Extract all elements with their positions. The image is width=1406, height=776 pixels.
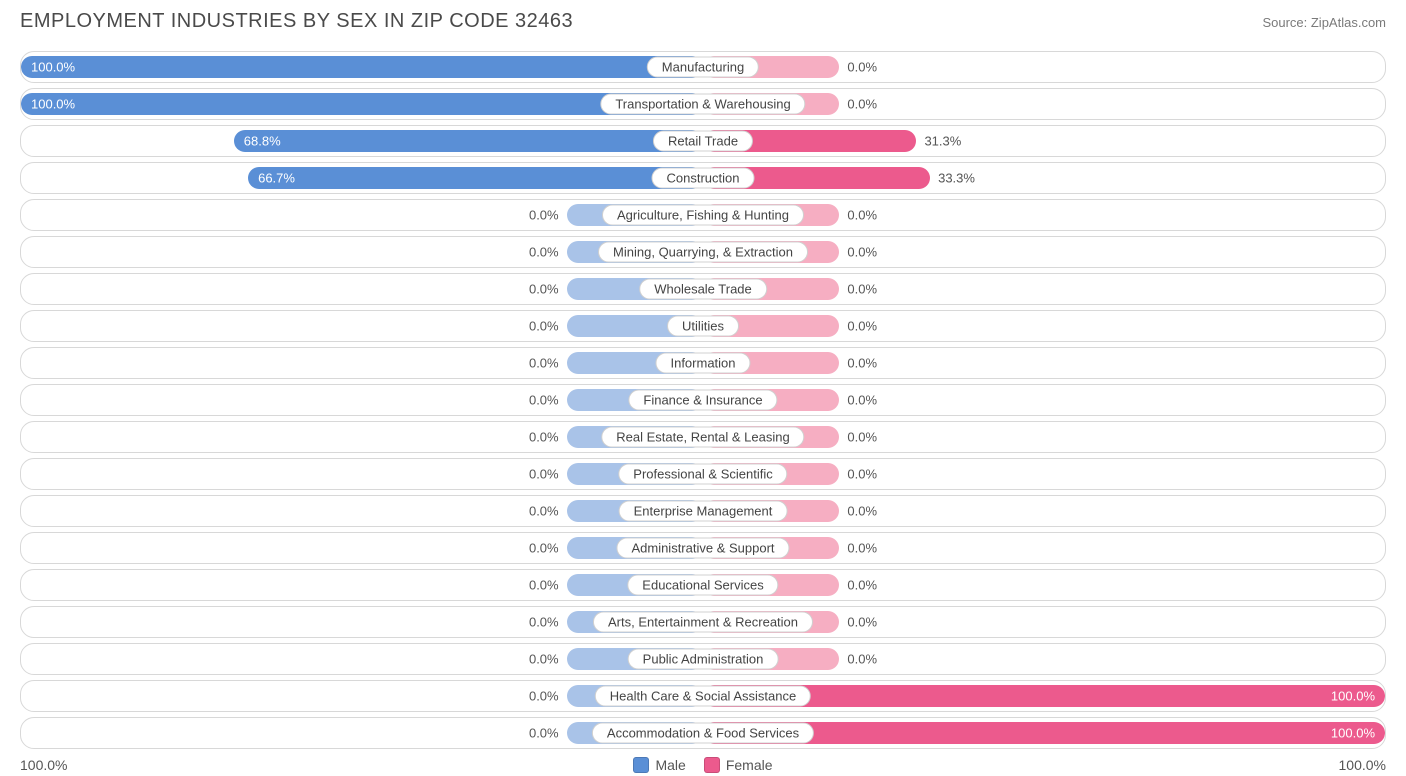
chart-row: 0.0% 0.0% Real Estate, Rental & Leasing: [20, 421, 1386, 453]
chart-row: 0.0% 0.0% Mining, Quarrying, & Extraction: [20, 236, 1386, 268]
category-label: Real Estate, Rental & Leasing: [601, 427, 804, 448]
male-pct-label: 0.0%: [529, 504, 559, 519]
category-label: Health Care & Social Assistance: [595, 686, 811, 707]
female-pct-label: 0.0%: [847, 282, 877, 297]
female-pct-label: 0.0%: [847, 60, 877, 75]
male-pct-label: 0.0%: [529, 208, 559, 223]
female-pct-label: 0.0%: [847, 541, 877, 556]
chart-row: 0.0% 0.0% Public Administration: [20, 643, 1386, 675]
legend-item-female: Female: [704, 757, 773, 773]
male-pct-label: 0.0%: [529, 467, 559, 482]
female-pct-label: 0.0%: [847, 393, 877, 408]
male-pct-label: 0.0%: [529, 282, 559, 297]
male-bar: [248, 167, 703, 189]
category-label: Finance & Insurance: [628, 390, 777, 411]
category-label: Enterprise Management: [619, 501, 788, 522]
female-pct-label: 0.0%: [847, 578, 877, 593]
chart-header: EMPLOYMENT INDUSTRIES BY SEX IN ZIP CODE…: [20, 10, 1386, 33]
female-pct-label: 100.0%: [1331, 689, 1375, 704]
male-pct-label: 0.0%: [529, 541, 559, 556]
category-label: Educational Services: [627, 575, 778, 596]
chart-row: 0.0% 100.0% Accommodation & Food Services: [20, 717, 1386, 749]
chart-row: 100.0% 0.0% Transportation & Warehousing: [20, 88, 1386, 120]
category-label: Retail Trade: [653, 131, 753, 152]
male-pct-label: 0.0%: [529, 652, 559, 667]
chart-row: 0.0% 0.0% Professional & Scientific: [20, 458, 1386, 490]
chart-row: 66.7% 33.3% Construction: [20, 162, 1386, 194]
category-label: Administrative & Support: [616, 538, 789, 559]
female-pct-label: 31.3%: [924, 134, 961, 149]
chart-row: 100.0% 0.0% Manufacturing: [20, 51, 1386, 83]
legend: Male Female: [633, 757, 772, 773]
category-label: Accommodation & Food Services: [592, 723, 814, 744]
chart-row: 0.0% 0.0% Information: [20, 347, 1386, 379]
category-label: Mining, Quarrying, & Extraction: [598, 242, 808, 263]
category-label: Utilities: [667, 316, 739, 337]
female-pct-label: 33.3%: [938, 171, 975, 186]
female-pct-label: 0.0%: [847, 504, 877, 519]
male-pct-label: 0.0%: [529, 430, 559, 445]
male-pct-label: 68.8%: [244, 134, 281, 149]
chart-row: 0.0% 0.0% Administrative & Support: [20, 532, 1386, 564]
category-label: Public Administration: [628, 649, 779, 670]
male-bar: [234, 130, 703, 152]
category-label: Information: [655, 353, 750, 374]
female-pct-label: 0.0%: [847, 245, 877, 260]
category-label: Professional & Scientific: [618, 464, 787, 485]
legend-male-label: Male: [655, 757, 685, 773]
male-pct-label: 0.0%: [529, 689, 559, 704]
male-pct-label: 0.0%: [529, 393, 559, 408]
female-pct-label: 100.0%: [1331, 726, 1375, 741]
category-label: Agriculture, Fishing & Hunting: [602, 205, 804, 226]
female-pct-label: 0.0%: [847, 319, 877, 334]
male-pct-label: 0.0%: [529, 356, 559, 371]
chart-row: 0.0% 0.0% Educational Services: [20, 569, 1386, 601]
male-pct-label: 100.0%: [31, 97, 75, 112]
male-pct-label: 66.7%: [258, 171, 295, 186]
axis-right-label: 100.0%: [1339, 757, 1386, 773]
chart-row: 0.0% 0.0% Wholesale Trade: [20, 273, 1386, 305]
chart-row: 0.0% 0.0% Enterprise Management: [20, 495, 1386, 527]
male-pct-label: 0.0%: [529, 578, 559, 593]
female-pct-label: 0.0%: [847, 652, 877, 667]
male-bar: [21, 56, 703, 78]
chart-footer: 100.0% Male Female 100.0%: [20, 757, 1386, 773]
male-pct-label: 0.0%: [529, 726, 559, 741]
legend-female-label: Female: [726, 757, 773, 773]
female-pct-label: 0.0%: [847, 208, 877, 223]
chart-row: 0.0% 0.0% Arts, Entertainment & Recreation: [20, 606, 1386, 638]
chart-title: EMPLOYMENT INDUSTRIES BY SEX IN ZIP CODE…: [20, 10, 573, 33]
chart-row: 0.0% 0.0% Finance & Insurance: [20, 384, 1386, 416]
chart-row: 0.0% 0.0% Utilities: [20, 310, 1386, 342]
female-pct-label: 0.0%: [847, 97, 877, 112]
female-swatch-icon: [704, 757, 720, 773]
female-pct-label: 0.0%: [847, 615, 877, 630]
category-label: Arts, Entertainment & Recreation: [593, 612, 813, 633]
chart-row: 0.0% 100.0% Health Care & Social Assistanc…: [20, 680, 1386, 712]
axis-left-label: 100.0%: [20, 757, 67, 773]
chart-body: 100.0% 0.0% Manufacturing 100.0% 0.0% Transpo…: [20, 51, 1386, 749]
chart-row: 0.0% 0.0% Agriculture, Fishing & Hunting: [20, 199, 1386, 231]
category-label: Wholesale Trade: [639, 279, 767, 300]
male-pct-label: 0.0%: [529, 319, 559, 334]
male-swatch-icon: [633, 757, 649, 773]
female-pct-label: 0.0%: [847, 467, 877, 482]
chart-row: 68.8% 31.3% Retail Trade: [20, 125, 1386, 157]
male-pct-label: 0.0%: [529, 245, 559, 260]
female-pct-label: 0.0%: [847, 430, 877, 445]
category-label: Construction: [652, 168, 755, 189]
legend-item-male: Male: [633, 757, 685, 773]
male-pct-label: 0.0%: [529, 615, 559, 630]
chart-source: Source: ZipAtlas.com: [1262, 15, 1386, 30]
male-pct-label: 100.0%: [31, 60, 75, 75]
female-pct-label: 0.0%: [847, 356, 877, 371]
category-label: Manufacturing: [647, 57, 759, 78]
category-label: Transportation & Warehousing: [600, 94, 805, 115]
